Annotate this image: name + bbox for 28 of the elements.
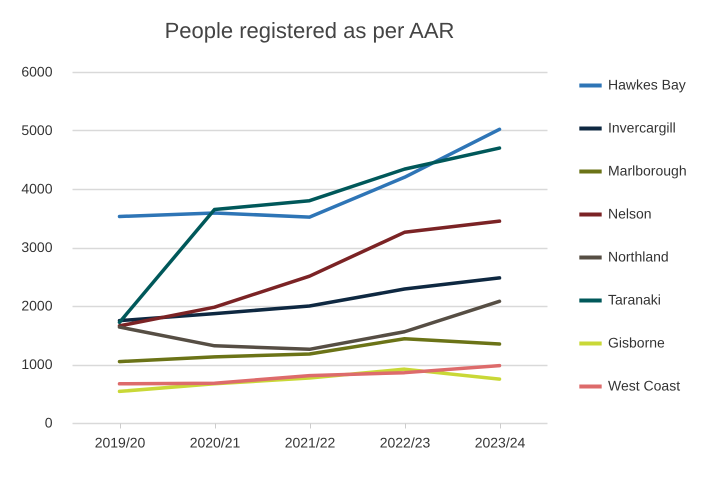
legend-label: Northland bbox=[608, 248, 669, 264]
x-tick-label: 2022/23 bbox=[380, 434, 431, 450]
line-series bbox=[118, 364, 502, 386]
y-tick-label: 5000 bbox=[21, 122, 53, 138]
x-tick-label: 2019/20 bbox=[94, 434, 146, 450]
legend-label: Gisborne bbox=[608, 334, 666, 350]
y-tick-label: 0 bbox=[44, 414, 53, 430]
legend-label: Hawkes Bay bbox=[608, 76, 686, 92]
line-series bbox=[118, 128, 502, 219]
line-series bbox=[118, 300, 502, 352]
y-tick-label: 3000 bbox=[21, 239, 53, 255]
legend-label: Taranaki bbox=[608, 292, 661, 308]
line-series bbox=[118, 337, 502, 364]
x-tick-label: 2021/22 bbox=[284, 434, 336, 450]
line-series bbox=[118, 276, 502, 322]
y-tick-label: 1000 bbox=[21, 356, 53, 372]
legend-label: Marlborough bbox=[608, 162, 687, 178]
legend-label: Nelson bbox=[608, 206, 652, 222]
chart-title: People registered as per AAR bbox=[164, 18, 454, 43]
line-series bbox=[118, 146, 502, 324]
legend-label: West Coast bbox=[608, 378, 680, 394]
y-tick-label: 6000 bbox=[21, 64, 53, 80]
y-tick-label: 2000 bbox=[21, 298, 53, 314]
legend-label: Invercargill bbox=[608, 120, 676, 136]
y-tick-label: 4000 bbox=[21, 180, 53, 196]
x-tick-label: 2023/24 bbox=[474, 434, 526, 450]
x-tick-label: 2020/21 bbox=[190, 434, 241, 450]
line-series bbox=[118, 219, 502, 328]
